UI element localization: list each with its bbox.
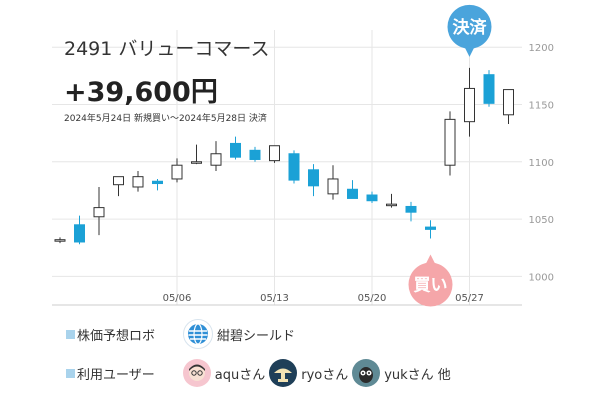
settle-marker: 決済 <box>447 4 492 57</box>
robot-name[interactable]: 紺碧シールド <box>217 328 296 344</box>
trade-markers: 買い 決済 <box>408 4 492 307</box>
user-avatar-ryo[interactable] <box>269 359 298 387</box>
users-label: 利用ユーザー <box>77 367 155 383</box>
user-name-aqu[interactable]: aquさん <box>214 367 266 383</box>
candle-body <box>327 178 339 195</box>
robot-label-square <box>66 329 75 339</box>
candle-body <box>366 194 378 202</box>
x-tick-label: 05/06 <box>163 293 192 304</box>
candle-body <box>93 207 105 218</box>
candle-body <box>308 169 319 187</box>
axis-ticks: 1000 1050 1100 1150 1200 05/06 05/13 05/20 05/27 <box>163 43 554 304</box>
candle-body <box>444 118 456 166</box>
user-avatar-yuk[interactable] <box>352 359 381 387</box>
x-tick-label: 05/20 <box>358 293 387 304</box>
y-tick-label: 1200 <box>529 43 554 54</box>
y-tick-label: 1050 <box>529 215 554 226</box>
robot-label: 株価予想ロボ <box>77 328 156 344</box>
candle-body <box>230 142 241 158</box>
candle-body <box>113 176 124 186</box>
settle-marker-label: 決済 <box>453 17 488 38</box>
robot-row: 株価予想ロボ 紺碧シールド <box>66 319 299 349</box>
candle-body <box>464 87 475 123</box>
candle-body <box>210 153 222 166</box>
profit-amount: +39,600円 <box>64 77 218 108</box>
candle-body <box>425 226 436 230</box>
candle-body <box>503 89 514 116</box>
candle-body <box>249 149 261 160</box>
candle-body <box>191 161 202 164</box>
globe-icon <box>183 319 214 349</box>
stock-title: 2491 バリューコマース <box>64 38 270 60</box>
candle-body <box>74 224 85 243</box>
trade-period: 2024年5月24日 新規買い〜2024年5月28日 決済 <box>64 114 267 124</box>
candle-body <box>171 164 183 180</box>
candle-body <box>483 74 495 104</box>
buy-marker: 買い <box>408 254 453 307</box>
candle-body <box>386 203 397 207</box>
candles <box>54 67 514 245</box>
user-avatar-aqu[interactable] <box>182 359 211 387</box>
y-tick-label: 1000 <box>529 272 554 283</box>
user-name-ryo[interactable]: ryoさん <box>301 367 349 383</box>
buy-marker-label: 買い <box>414 276 448 296</box>
candle-body <box>405 205 417 213</box>
x-tick-label: 05/13 <box>260 293 289 304</box>
candle-body <box>269 145 280 162</box>
others-label[interactable]: 他 <box>437 367 451 383</box>
x-tick-label: 05/27 <box>455 293 484 304</box>
y-tick-label: 1150 <box>529 100 554 111</box>
candle-body <box>152 180 163 185</box>
candle-body <box>288 153 300 181</box>
users-label-square <box>66 368 75 378</box>
y-tick-label: 1100 <box>529 158 554 169</box>
user-name-yuk[interactable]: yukさん <box>384 367 434 383</box>
candle-body <box>54 239 66 242</box>
users-row: 利用ユーザー aquさん ryoさん yukさん 他 <box>66 358 455 388</box>
candle-body <box>347 188 358 199</box>
candle-body <box>132 176 144 188</box>
